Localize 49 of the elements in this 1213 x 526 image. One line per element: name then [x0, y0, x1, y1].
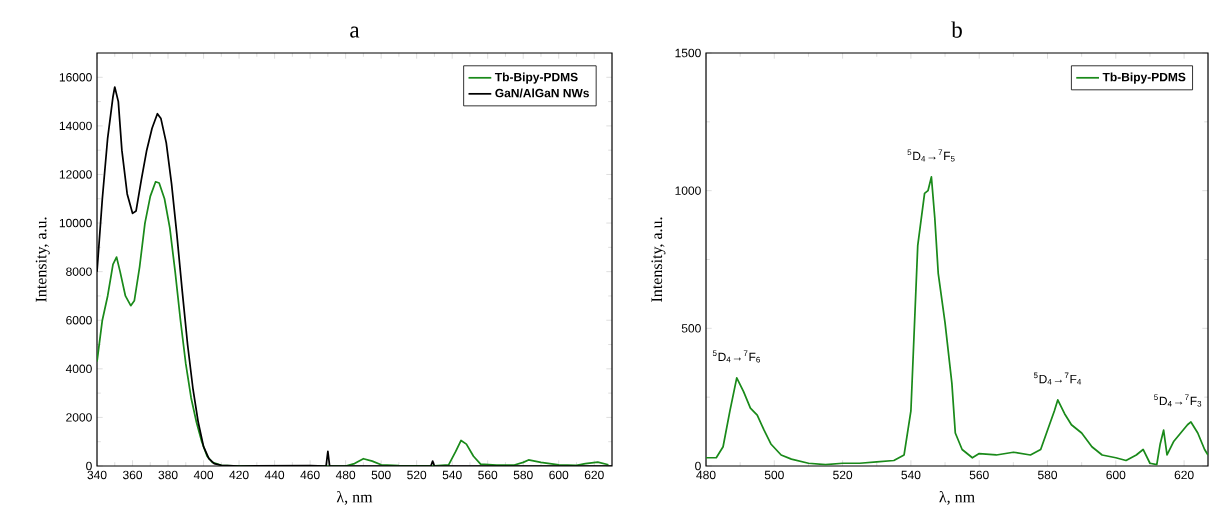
x-tick-label: 540: [901, 470, 921, 480]
annotation: $^{5}$D$_{4}$→$^{7}$F$_{5}$: [907, 149, 955, 162]
x-tick-label: 480: [335, 470, 356, 480]
x-tick-label: 520: [833, 470, 853, 480]
x-tick-label: 460: [300, 470, 320, 480]
y-tick-label: 0: [695, 461, 701, 471]
annotation: $^{5}$D$_{4}$→$^{7}$F$_{3}$: [1154, 394, 1202, 407]
x-tick-label: 600: [549, 470, 569, 480]
x-tick-label: 340: [87, 470, 107, 480]
x-tick-label: 520: [407, 470, 427, 480]
chart-title: a: [350, 26, 360, 38]
x-tick-label: 600: [1106, 470, 1126, 480]
x-tick-label: 500: [371, 470, 391, 480]
y-tick-label: 8000: [66, 267, 92, 276]
x-tick-label: 360: [122, 470, 143, 480]
y-tick-label: 1000: [675, 186, 701, 195]
y-axis-title: Intensity, a.u.: [651, 217, 666, 302]
y-tick-label: 2000: [66, 413, 92, 422]
annotation: $^{5}$D$_{4}$→$^{7}$F$_{4}$: [1033, 372, 1082, 385]
y-tick-label: 14000: [59, 121, 92, 131]
x-tick-label: 540: [442, 470, 462, 480]
annotation: $^{5}$D$_{4}$→$^{7}$F$_{6}$: [712, 350, 760, 363]
x-axis-title: λ, nm: [336, 491, 373, 505]
x-axis-title: λ, nm: [939, 491, 975, 505]
x-tick-label: 500: [764, 470, 784, 480]
y-tick-label: 16000: [59, 73, 92, 82]
y-tick-label: 4000: [65, 364, 92, 374]
x-tick-label: 620: [584, 470, 604, 480]
x-tick-label: 560: [478, 470, 498, 480]
y-tick-label: 6000: [66, 315, 92, 325]
x-tick-label: 560: [969, 470, 989, 480]
y-axis-title: Intensity, a.u.: [35, 217, 50, 302]
x-tick-label: 380: [158, 470, 178, 480]
x-tick-label: 400: [193, 470, 214, 480]
y-tick-label: 10000: [59, 218, 92, 228]
legend-label: Tb-Bipy-PDMS: [1102, 72, 1186, 84]
x-tick-label: 440: [264, 470, 285, 480]
x-tick-label: 480: [696, 470, 716, 480]
x-tick-label: 420: [229, 470, 249, 480]
y-tick-label: 1500: [675, 48, 701, 58]
x-tick-label: 580: [1037, 470, 1058, 480]
x-tick-label: 580: [513, 470, 533, 480]
x-tick-label: 620: [1174, 470, 1194, 480]
chart-title: b: [951, 21, 962, 38]
y-tick-label: 12000: [59, 170, 92, 179]
y-tick-label: 0: [86, 461, 92, 471]
legend-label: Tb-Bipy-PDMS: [494, 72, 578, 84]
legend-label: GaN/AlGaN NWs: [495, 88, 589, 98]
y-tick-label: 500: [681, 324, 701, 333]
